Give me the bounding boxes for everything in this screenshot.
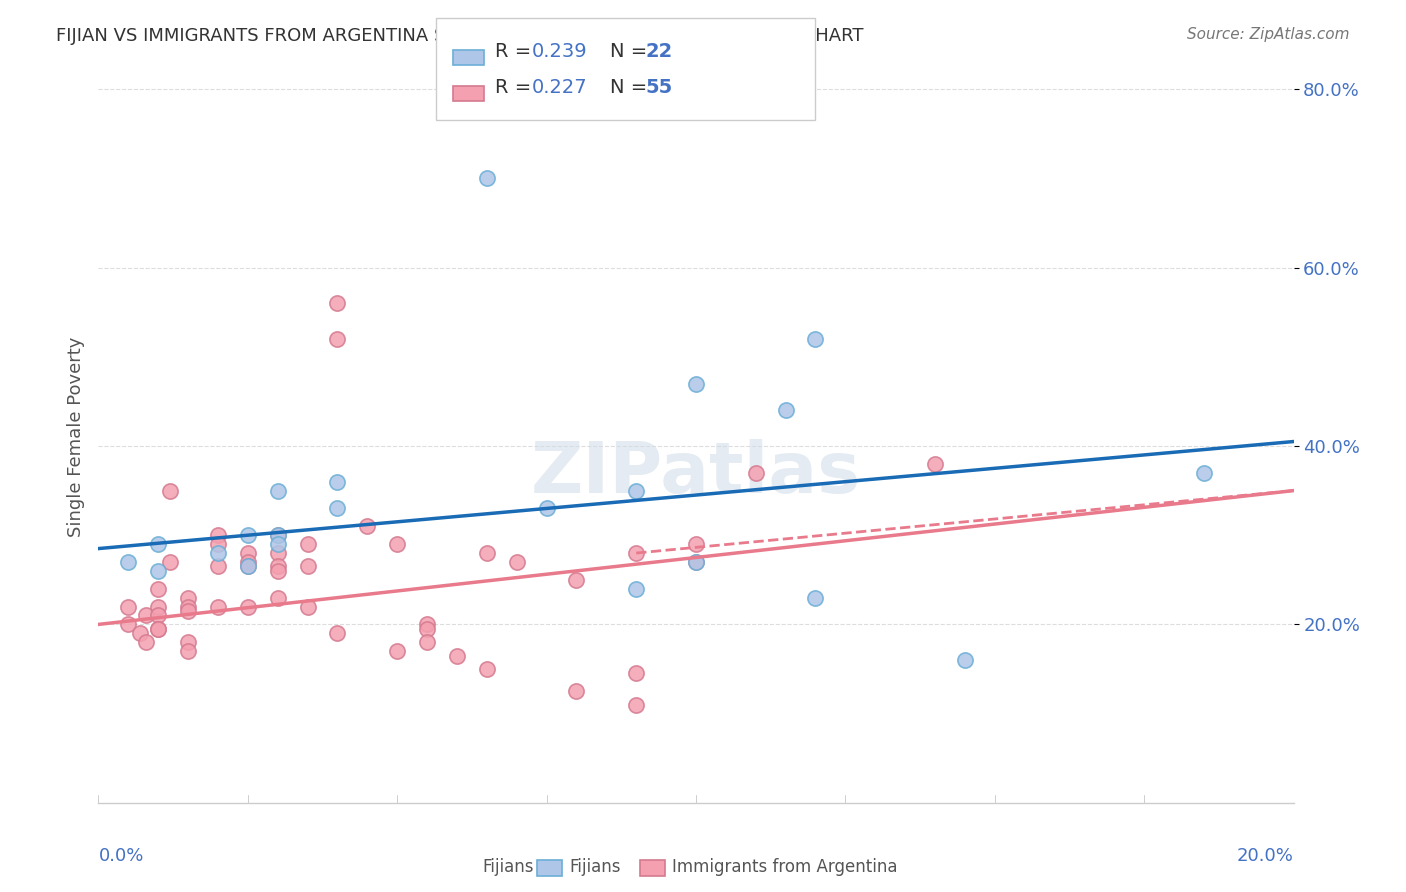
Point — [177, 604, 200, 618]
Point — [148, 599, 170, 614]
Point — [148, 564, 170, 578]
Point — [148, 537, 170, 551]
Point — [446, 648, 468, 663]
Point — [326, 626, 349, 640]
Text: N =: N = — [610, 42, 654, 62]
Text: Immigrants from Argentina: Immigrants from Argentina — [672, 858, 897, 876]
Point — [267, 528, 290, 542]
Text: Fijians: Fijians — [569, 858, 621, 876]
Point — [267, 559, 290, 574]
Point — [236, 528, 259, 542]
Point — [267, 546, 290, 560]
Text: Fijians: Fijians — [482, 858, 534, 876]
Point — [148, 608, 170, 623]
Point — [177, 591, 200, 605]
Point — [267, 528, 290, 542]
Text: 22: 22 — [645, 42, 672, 62]
Text: Source: ZipAtlas.com: Source: ZipAtlas.com — [1187, 27, 1350, 42]
Text: R =: R = — [495, 42, 537, 62]
Point — [326, 475, 349, 489]
Point — [565, 684, 588, 698]
Point — [326, 296, 349, 310]
Point — [177, 644, 200, 658]
Point — [626, 483, 648, 498]
Point — [207, 546, 229, 560]
Point — [356, 519, 378, 533]
Point — [385, 644, 409, 658]
Point — [207, 528, 229, 542]
Point — [135, 608, 157, 623]
Point — [236, 559, 259, 574]
Point — [745, 466, 768, 480]
Point — [385, 537, 409, 551]
Point — [326, 501, 349, 516]
Point — [177, 599, 200, 614]
Y-axis label: Single Female Poverty: Single Female Poverty — [66, 337, 84, 537]
Point — [117, 599, 139, 614]
Point — [475, 171, 498, 186]
Point — [685, 537, 707, 551]
Point — [416, 622, 439, 636]
Point — [626, 666, 648, 681]
Point — [536, 501, 558, 516]
Point — [207, 537, 229, 551]
Point — [506, 555, 529, 569]
Point — [416, 617, 439, 632]
Text: 55: 55 — [645, 78, 672, 97]
Text: 20.0%: 20.0% — [1237, 847, 1294, 864]
Point — [775, 403, 797, 417]
Point — [416, 635, 439, 649]
Point — [924, 457, 946, 471]
Point — [117, 555, 139, 569]
Point — [148, 622, 170, 636]
Point — [804, 591, 827, 605]
Point — [177, 635, 200, 649]
Point — [117, 617, 139, 632]
Text: ZIPatlas: ZIPatlas — [531, 439, 860, 508]
Point — [236, 559, 259, 574]
Point — [565, 573, 588, 587]
Text: 0.227: 0.227 — [531, 78, 588, 97]
Point — [267, 483, 290, 498]
Point — [804, 332, 827, 346]
Point — [297, 537, 319, 551]
Point — [267, 537, 290, 551]
Point — [626, 698, 648, 712]
Text: 0.0%: 0.0% — [98, 847, 143, 864]
Point — [685, 555, 707, 569]
Point — [297, 559, 319, 574]
Point — [267, 591, 290, 605]
Point — [236, 599, 259, 614]
Point — [475, 662, 498, 676]
Point — [148, 622, 170, 636]
Point — [1192, 466, 1215, 480]
Point — [129, 626, 152, 640]
Point — [207, 559, 229, 574]
Text: R =: R = — [495, 78, 537, 97]
Point — [685, 376, 707, 391]
Point — [159, 555, 181, 569]
Point — [326, 332, 349, 346]
Point — [207, 599, 229, 614]
Text: FIJIAN VS IMMIGRANTS FROM ARGENTINA SINGLE FEMALE POVERTY CORRELATION CHART: FIJIAN VS IMMIGRANTS FROM ARGENTINA SING… — [56, 27, 863, 45]
Point — [626, 582, 648, 596]
Point — [148, 582, 170, 596]
Text: 0.239: 0.239 — [531, 42, 588, 62]
Point — [953, 653, 976, 667]
Point — [236, 555, 259, 569]
Point — [685, 555, 707, 569]
Point — [135, 635, 157, 649]
Point — [475, 546, 498, 560]
Point — [297, 599, 319, 614]
Text: N =: N = — [610, 78, 654, 97]
Point — [267, 564, 290, 578]
Point — [236, 546, 259, 560]
Point — [159, 483, 181, 498]
Point — [626, 546, 648, 560]
